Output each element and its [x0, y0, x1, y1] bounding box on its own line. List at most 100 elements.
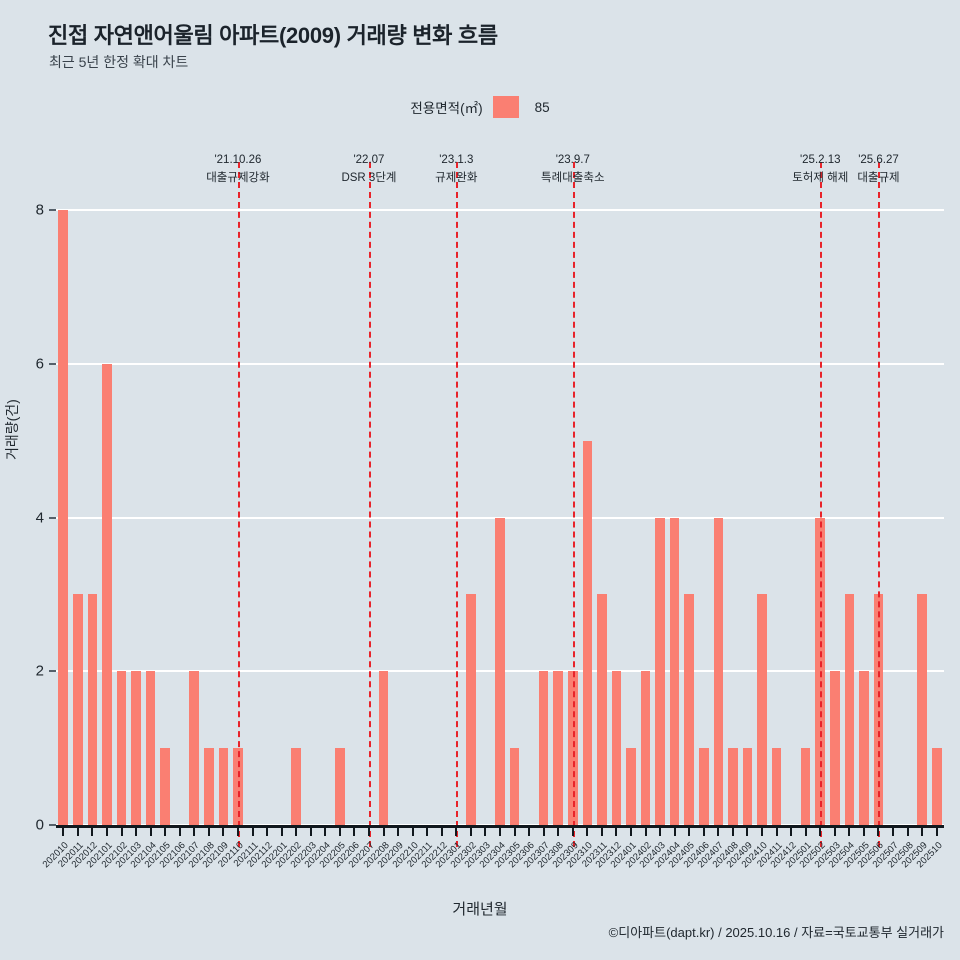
x-tick-mark-202011 [76, 827, 79, 836]
x-tick-mark-202508 [906, 827, 909, 836]
bar-202405[interactable] [684, 594, 695, 825]
event-text: 토허제 해제 [792, 171, 849, 184]
bar-202411[interactable] [771, 748, 782, 825]
legend-swatch-85 [492, 96, 519, 118]
bar-202309[interactable] [567, 671, 578, 825]
event-text: 대출규제강화 [206, 171, 270, 184]
x-axis-title: 거래년월 [452, 901, 508, 918]
x-axis-line [56, 825, 944, 828]
x-tick-mark-202102 [120, 827, 123, 836]
bar-202205[interactable] [335, 748, 345, 825]
event-date: '25.6.27 [858, 154, 899, 166]
bar-202404[interactable] [669, 517, 680, 825]
x-tick-mark-202502 [819, 827, 822, 836]
x-tick-mark-202410 [761, 827, 764, 836]
bar-202108[interactable] [204, 748, 214, 825]
bar-202102[interactable] [116, 671, 127, 825]
x-tick-mark-202012 [91, 827, 94, 836]
event-line-202309 [572, 162, 575, 847]
gridline [56, 362, 944, 365]
x-tick-mark-202501 [804, 827, 807, 836]
event-date: '23.1.3 [439, 154, 474, 166]
x-tick-mark-202308 [557, 827, 560, 836]
x-tick-mark-202206 [353, 827, 356, 836]
x-tick-mark-202510 [935, 827, 938, 836]
bar-202310[interactable] [582, 440, 593, 825]
bar-202012[interactable] [87, 594, 98, 825]
bar-202101[interactable] [102, 363, 112, 825]
bar-202509[interactable] [917, 594, 927, 825]
x-tick-mark-202409 [746, 827, 749, 836]
bar-202302[interactable] [466, 594, 476, 825]
x-tick-mark-202109 [222, 827, 225, 836]
x-tick-mark-202304 [499, 827, 501, 836]
event-label-202309: '23.9.7 특례대출축소 [541, 152, 604, 188]
x-tick-mark-202404 [673, 827, 676, 836]
bar-202109[interactable] [218, 748, 229, 825]
x-tick-mark-202208 [382, 827, 385, 836]
x-tick-mark-202401 [630, 827, 633, 836]
x-tick-mark-202112 [266, 827, 269, 836]
bar-202010[interactable] [58, 210, 69, 825]
x-tick-mark-202203 [309, 827, 312, 836]
y-tick-mark-4 [49, 516, 56, 519]
bar-202308[interactable] [553, 671, 564, 825]
x-tick-mark-202207 [367, 827, 370, 836]
bar-202202[interactable] [291, 748, 301, 825]
bar-202307[interactable] [538, 671, 549, 825]
event-line-202301 [456, 162, 459, 847]
event-label-202506: '25.6.27 대출규제 [857, 152, 899, 188]
y-tick-mark-8 [49, 209, 56, 211]
bar-202103[interactable] [131, 671, 141, 825]
event-date: '21.10.26 [214, 154, 262, 166]
bar-202504[interactable] [844, 594, 855, 825]
y-tick-mark-0 [49, 824, 56, 826]
gridline [56, 209, 944, 211]
x-tick-mark-202110 [236, 827, 239, 836]
x-tick-mark-202303 [484, 827, 487, 836]
event-date: '25.2.13 [799, 154, 841, 166]
plot-area: '21.10.26 대출규제강화 '22.07 DSR 3단계 '23.1.3 규제완화 '… [56, 154, 944, 847]
y-tick-mark-6 [49, 362, 56, 365]
event-text: 대출규제 [857, 171, 900, 184]
x-tick-mark-202210 [411, 827, 414, 836]
bar-202208[interactable] [378, 671, 389, 825]
bar-202011[interactable] [73, 594, 83, 825]
x-tick-mark-202310 [586, 827, 589, 836]
bar-202410[interactable] [757, 594, 767, 825]
bar-202305[interactable] [509, 748, 520, 825]
bar-202408[interactable] [728, 748, 738, 825]
event-label-202301: '23.1.3 규제완화 [435, 152, 477, 188]
y-tick-label-0: 0 [35, 816, 44, 834]
bar-202312[interactable] [611, 671, 622, 825]
x-tick-mark-202407 [717, 827, 720, 836]
bar-202406[interactable] [698, 748, 709, 825]
bar-202401[interactable] [626, 748, 636, 825]
bar-202403[interactable] [655, 517, 665, 825]
source-note: ©디아파트(dapt.kr) / 2025.10.16 / 자료=국토교통부 실… [608, 925, 944, 940]
bar-202311[interactable] [597, 594, 607, 825]
x-tick-mark-202311 [600, 827, 603, 836]
event-line-202502 [820, 162, 823, 847]
bar-202510[interactable] [931, 748, 942, 825]
x-tick-mark-202111 [251, 827, 254, 836]
event-date: '22.07 [353, 154, 385, 166]
x-tick-mark-202209 [397, 827, 400, 836]
x-tick-mark-202010 [62, 827, 65, 836]
bar-202501[interactable] [800, 748, 811, 825]
y-axis-title: 거래량(건) [4, 399, 20, 460]
x-tick-mark-202509 [921, 827, 924, 836]
event-label-202502: '25.2.13 토허제 해제 [792, 152, 848, 188]
event-line-202207 [368, 162, 371, 847]
bar-202409[interactable] [742, 748, 753, 825]
bar-202107[interactable] [189, 671, 200, 825]
bar-202104[interactable] [145, 671, 156, 825]
bar-202402[interactable] [640, 671, 651, 825]
bar-202503[interactable] [830, 671, 840, 825]
chart-legend: 전용면적(㎡) 85 [0, 96, 960, 118]
bar-202407[interactable] [713, 517, 724, 825]
x-tick-mark-202412 [790, 827, 793, 836]
bar-202105[interactable] [160, 748, 170, 825]
bar-202304[interactable] [495, 517, 505, 825]
bar-202505[interactable] [859, 671, 869, 825]
